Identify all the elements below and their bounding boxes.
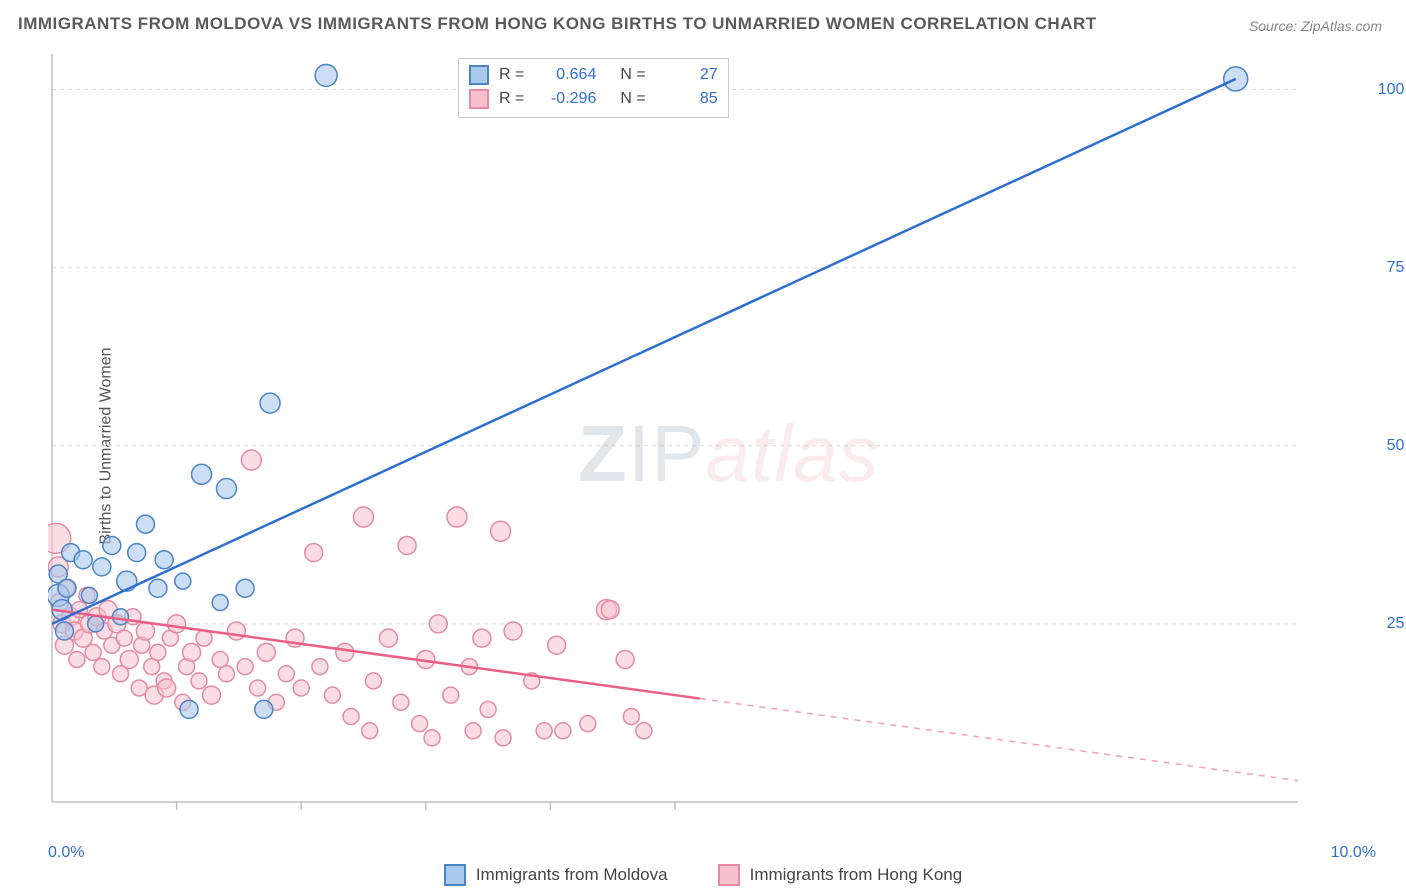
n-value-pink: 85 bbox=[656, 90, 718, 108]
r-value-pink: -0.296 bbox=[534, 90, 596, 108]
chart-svg bbox=[48, 48, 1368, 838]
stats-legend-box: R = 0.664 N = 27 R = -0.296 N = 85 bbox=[458, 58, 729, 118]
source-attribution: Source: ZipAtlas.com bbox=[1249, 18, 1382, 34]
swatch-blue bbox=[469, 65, 489, 85]
n-value-blue: 27 bbox=[656, 66, 718, 84]
legend-label-pink: Immigrants from Hong Kong bbox=[750, 865, 963, 885]
y-tick-label: 25.0% bbox=[1387, 615, 1406, 633]
stats-row-pink: R = -0.296 N = 85 bbox=[469, 87, 718, 111]
n-label: N = bbox=[620, 66, 645, 84]
y-tick-label: 75.0% bbox=[1387, 259, 1406, 277]
r-value-blue: 0.664 bbox=[534, 66, 596, 84]
legend-item-blue: Immigrants from Moldova bbox=[444, 864, 668, 886]
legend-swatch-blue bbox=[444, 864, 466, 886]
plot-area: ZIPatlas R = 0.664 N = 27 R = -0.296 N =… bbox=[48, 48, 1368, 838]
legend-swatch-pink bbox=[718, 864, 740, 886]
n-label: N = bbox=[620, 90, 645, 108]
legend-label-blue: Immigrants from Moldova bbox=[476, 865, 668, 885]
stats-row-blue: R = 0.664 N = 27 bbox=[469, 63, 718, 87]
x-tick-max: 10.0% bbox=[1331, 844, 1376, 862]
swatch-pink bbox=[469, 89, 489, 109]
x-tick-min: 0.0% bbox=[48, 844, 84, 862]
legend-item-pink: Immigrants from Hong Kong bbox=[718, 864, 963, 886]
bottom-legend: Immigrants from Moldova Immigrants from … bbox=[0, 864, 1406, 886]
r-label: R = bbox=[499, 66, 524, 84]
y-tick-label: 100.0% bbox=[1378, 81, 1406, 99]
chart-title: IMMIGRANTS FROM MOLDOVA VS IMMIGRANTS FR… bbox=[18, 14, 1097, 34]
y-tick-label: 50.0% bbox=[1387, 437, 1406, 455]
r-label: R = bbox=[499, 90, 524, 108]
